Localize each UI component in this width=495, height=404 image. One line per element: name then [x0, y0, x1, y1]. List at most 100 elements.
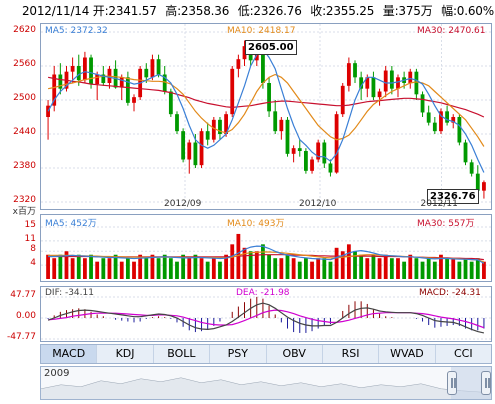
price-y-tick: 2320	[13, 195, 36, 205]
price-legend-ma30: MA30: 2470.61	[417, 26, 486, 36]
volume-bar	[322, 258, 327, 279]
volume-bar	[248, 251, 253, 279]
candle-body	[175, 114, 179, 132]
tab-rsi[interactable]: RSI	[323, 345, 380, 363]
candle-body	[76, 66, 81, 81]
volume-bar	[482, 261, 486, 279]
high-price-marker: 2605.00	[245, 40, 297, 55]
candle-body	[310, 159, 314, 171]
candle-body	[58, 74, 63, 89]
candle-body	[432, 122, 437, 132]
candle-body	[181, 131, 186, 160]
volume-bar	[261, 244, 265, 279]
candle-body	[371, 77, 376, 98]
price-y-tick: 2560	[13, 59, 36, 69]
candle-body	[242, 46, 247, 60]
price-y-tick: 2620	[13, 25, 36, 35]
navigator-left-handle[interactable]	[447, 371, 457, 395]
navigator-right-handle[interactable]	[481, 371, 491, 395]
volume-y-tick: x百万	[12, 207, 36, 217]
candle-body	[187, 142, 192, 160]
volume-bar	[414, 258, 419, 279]
tab-wvad[interactable]: WVAD	[379, 345, 436, 363]
volume-bar	[402, 261, 407, 279]
candle-body	[199, 131, 204, 166]
candle-body	[279, 119, 284, 132]
price-x-tick: 2012/10	[299, 199, 337, 209]
candle-body	[70, 66, 75, 72]
volume-bar	[463, 258, 468, 279]
price-x-tick: 2012/11	[420, 199, 458, 209]
volume-bar	[187, 258, 192, 279]
volume-bar	[89, 254, 93, 279]
price-ma30-line	[47, 76, 485, 118]
volume-bar	[328, 261, 333, 279]
volume-bar	[371, 254, 376, 279]
candle-body	[261, 43, 265, 83]
candle-body	[445, 111, 450, 123]
candle-body	[426, 112, 431, 123]
volume-bar	[46, 254, 50, 279]
candle-body	[82, 57, 87, 81]
volume-bar	[383, 254, 388, 279]
price-y-tick: 2380	[13, 161, 36, 171]
tab-boll[interactable]: BOLL	[154, 345, 211, 363]
volume-ma5-line	[48, 245, 485, 264]
candle-body	[156, 59, 161, 75]
candle-body	[353, 63, 357, 78]
tab-cci[interactable]: CCI	[454, 347, 473, 360]
candle-body	[377, 91, 382, 98]
tab-kdj[interactable]: KDJ	[97, 345, 154, 363]
volume-legend-ma30: MA30: 557万	[417, 219, 475, 229]
volume-bar	[76, 254, 81, 279]
volume-bar	[445, 258, 450, 279]
candle-body	[475, 173, 480, 191]
candle-body	[396, 77, 400, 89]
macd-legend-dif: DIF: -34.11	[45, 288, 94, 298]
range-navigator[interactable]: 2009	[40, 366, 492, 400]
volume-bar	[52, 258, 57, 279]
navigator-year-label: 2009	[44, 368, 70, 379]
candle-body	[236, 59, 241, 69]
header-change: 幅:0.60%	[441, 4, 494, 18]
macd-y-tick: -47.77	[6, 332, 36, 342]
candle-body	[463, 142, 468, 163]
candle-body	[365, 77, 370, 89]
volume-bar	[70, 258, 75, 279]
tab-obv[interactable]: OBV	[267, 345, 323, 363]
candle-body	[346, 63, 351, 86]
candle-body	[469, 162, 474, 174]
volume-bar	[230, 244, 235, 279]
candle-body	[414, 71, 419, 95]
price-x-tick: 2012/09	[164, 199, 202, 209]
candle-body	[132, 97, 136, 103]
candle-body	[291, 148, 296, 154]
price-chart-panel[interactable]: MA5: 2372.32 MA10: 2418.17 MA30: 2470.61…	[40, 23, 492, 210]
volume-bar	[101, 258, 106, 279]
tab-macd[interactable]: MACD	[41, 345, 98, 363]
tab-psy[interactable]: PSY	[210, 345, 267, 363]
low-price-marker: 2326.76	[427, 189, 479, 204]
candle-body	[162, 74, 167, 92]
volume-bar	[138, 254, 143, 279]
candle-body	[224, 114, 229, 134]
price-legend-ma5: MA5: 2372.32	[45, 26, 108, 36]
candle-body	[316, 142, 321, 160]
volume-bar	[420, 261, 425, 279]
volume-bar	[58, 254, 63, 279]
volume-bar	[310, 261, 314, 279]
volume-chart-svg	[41, 226, 491, 279]
indicator-tabs: MACD KDJ BOLL PSY OBV RSI WVAD CCI	[40, 344, 492, 364]
candle-body	[230, 68, 235, 115]
volume-bar	[181, 254, 186, 279]
candle-body	[303, 151, 308, 171]
macd-dea-line	[48, 309, 485, 329]
volume-legend-ma10: MA10: 493万	[227, 219, 285, 229]
volume-bar	[359, 254, 364, 279]
candle-body	[95, 74, 100, 85]
price-ma5-line	[47, 48, 485, 173]
volume-legend-ma5: MA5: 452万	[45, 219, 97, 229]
volume-y-tick: 4	[30, 258, 36, 269]
volume-bar	[205, 261, 210, 279]
volume-bar	[150, 254, 155, 279]
